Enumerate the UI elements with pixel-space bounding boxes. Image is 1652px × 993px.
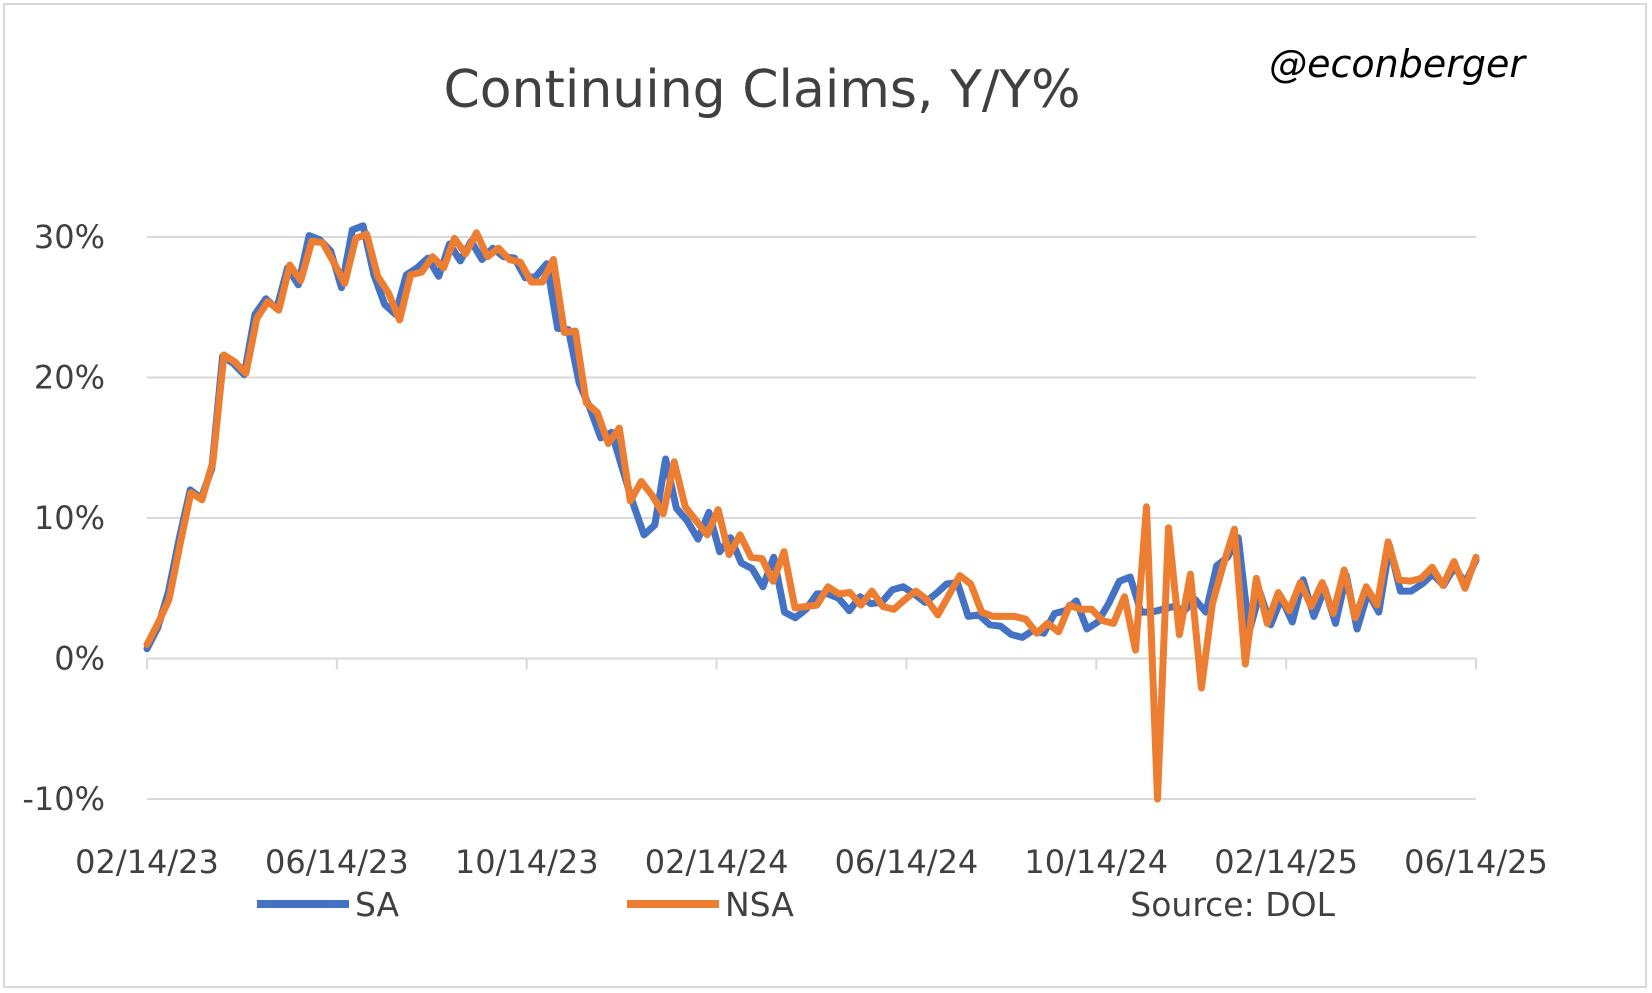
series-lines bbox=[143, 222, 1480, 803]
x-tick-label: 02/14/25 bbox=[1214, 843, 1358, 881]
y-tick-label: 10% bbox=[34, 499, 105, 537]
y-axis-labels: 30% 20% 10% 0% -10% bbox=[22, 218, 105, 818]
legend: SA NSA bbox=[257, 885, 794, 924]
line-chart: Continuing Claims, Y/Y% @econberger 30% 2… bbox=[22, 42, 1548, 924]
x-tick-label: 06/14/24 bbox=[835, 843, 979, 881]
y-tick-label: -10% bbox=[22, 780, 105, 818]
x-tick-label: 06/14/25 bbox=[1404, 843, 1548, 881]
legend-label-sa: SA bbox=[355, 885, 400, 924]
y-tick-label: 0% bbox=[54, 640, 105, 678]
x-tick-label: 10/14/23 bbox=[455, 843, 599, 881]
x-axis bbox=[146, 657, 1477, 670]
gridlines bbox=[147, 236, 1476, 800]
x-tick-label: 10/14/24 bbox=[1024, 843, 1168, 881]
legend-label-nsa: NSA bbox=[725, 885, 794, 924]
x-tick-label: 02/14/23 bbox=[75, 843, 219, 881]
source-note: Source: DOL bbox=[1130, 885, 1335, 924]
series-line-sa bbox=[143, 222, 1480, 653]
x-axis-labels: 02/14/23 06/14/23 10/14/23 02/14/24 06/14/24… bbox=[75, 843, 1548, 881]
x-tick-label: 02/14/24 bbox=[645, 843, 789, 881]
chart-frame: Continuing Claims, Y/Y% @econberger 30% 2… bbox=[3, 3, 1647, 988]
author-handle: @econberger bbox=[1269, 42, 1527, 86]
series-line-nsa bbox=[143, 229, 1480, 803]
y-tick-label: 30% bbox=[34, 218, 105, 256]
x-tick-label: 06/14/23 bbox=[265, 843, 409, 881]
y-tick-label: 20% bbox=[34, 359, 105, 397]
chart-title: Continuing Claims, Y/Y% bbox=[443, 60, 1080, 120]
